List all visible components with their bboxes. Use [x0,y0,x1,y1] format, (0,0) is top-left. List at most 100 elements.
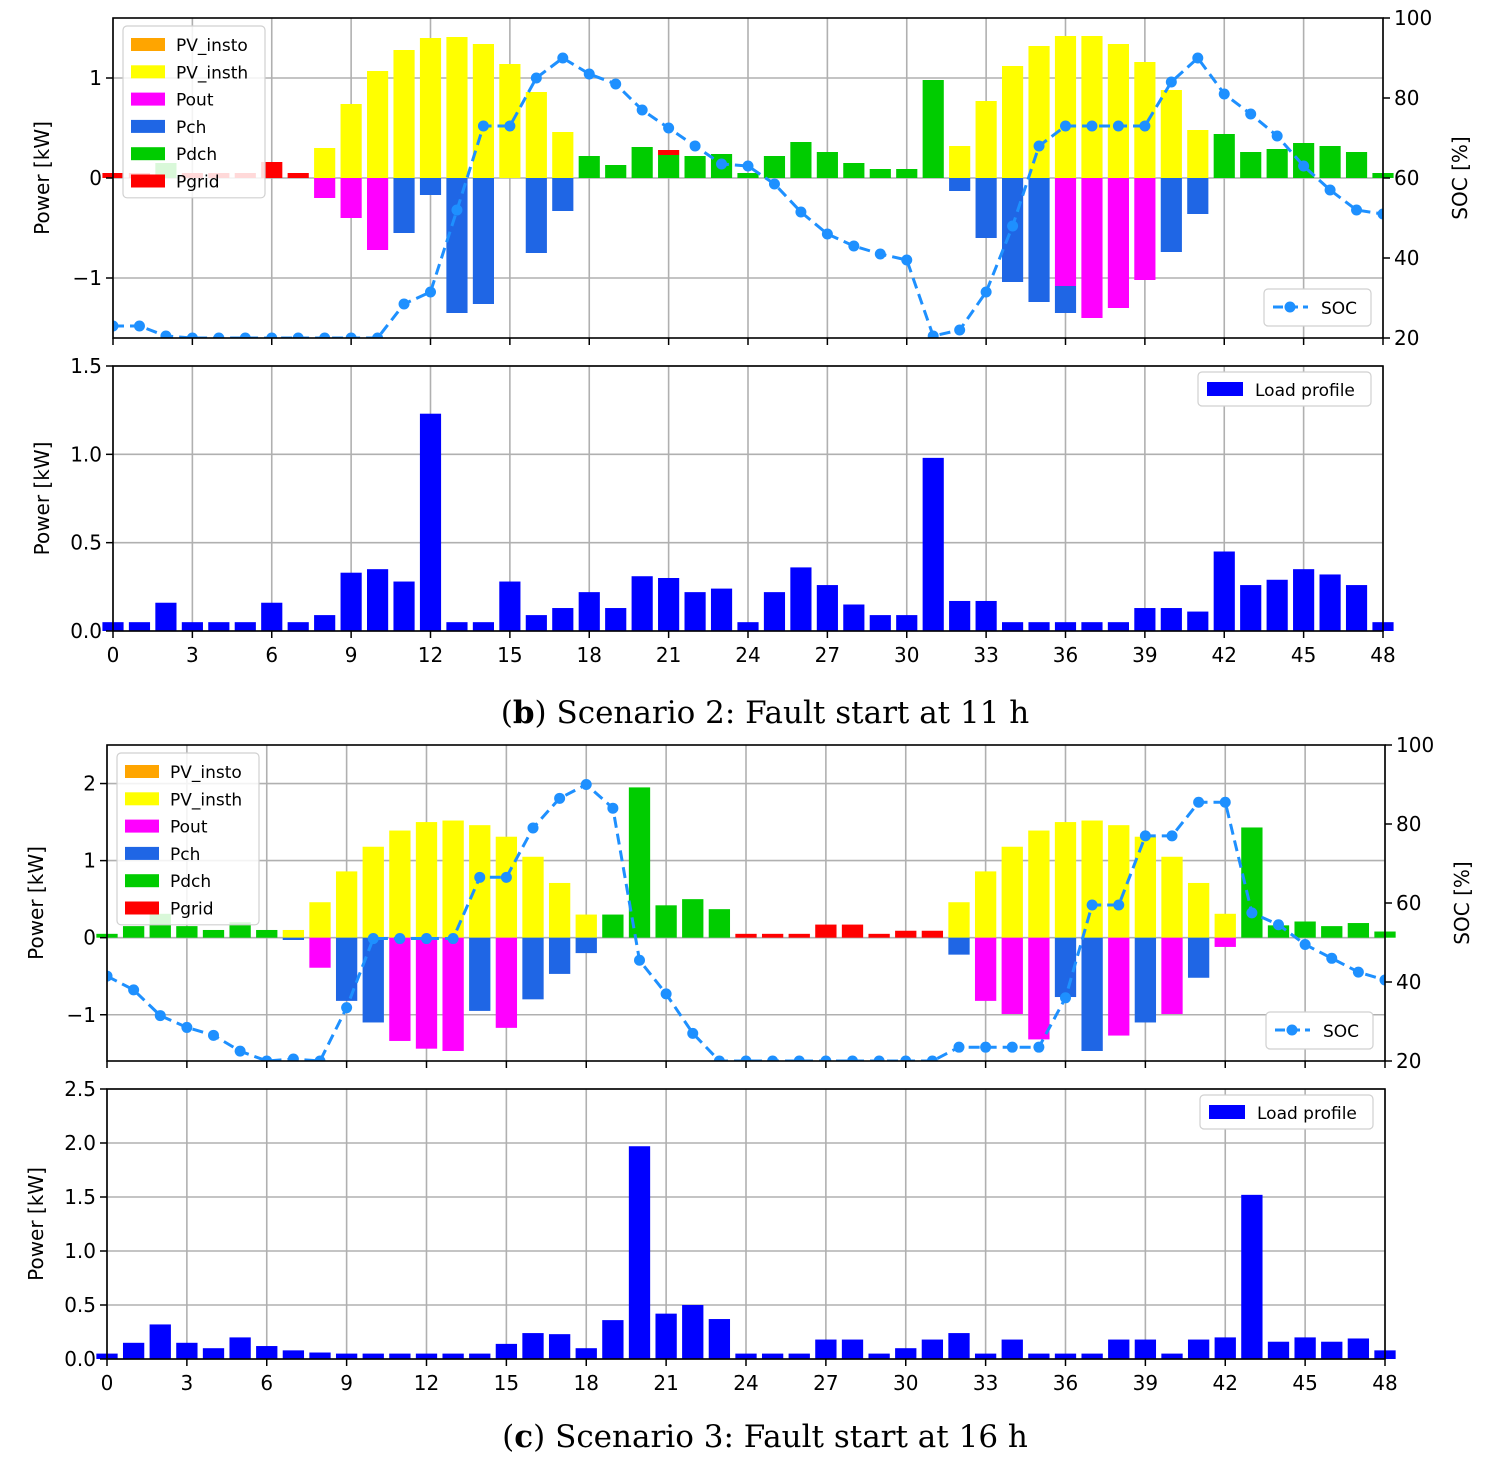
bar-pgrid [658,150,680,155]
bar-pdch [790,142,812,178]
bar-pout [389,937,411,1041]
bar-pdch [843,163,865,178]
soc-point [1271,130,1283,142]
soc-point [500,871,512,883]
bar-pdch [922,80,944,178]
bar-pdch [658,155,680,178]
x-tick-label: 36 [1053,643,1078,667]
y-tick-label: 1.5 [64,1185,96,1209]
bar-pv-insth [1054,822,1077,938]
bar-load profile [949,600,971,631]
bar-load profile [1028,1353,1050,1359]
bar-pv-insth [1107,44,1129,178]
bar-pv-insth [1160,90,1182,178]
bar-load profile [921,1339,944,1359]
soc-point [607,802,619,814]
bar-load profile [340,572,362,631]
soc-point [1193,796,1205,808]
bar-pgrid [788,933,810,938]
soc-point [847,1055,858,1061]
soc-point [1006,1041,1018,1053]
bar-pv-insth [446,37,468,178]
bar-load profile [362,1353,384,1359]
bar-pv-insth [1081,36,1103,178]
x-tick-label: 27 [815,643,840,667]
bar-pv-insth [552,132,574,178]
soc-point [554,792,566,804]
bar-load profile [261,602,283,631]
y-axis-label: Power [kW] [30,121,54,235]
bar-load profile [1081,1353,1103,1359]
chart-c-power-soc: −1 0 1 2 Power [kW] 20 40 60 80 100 SOC [%] PV_inst… [24,733,1474,1073]
x-tick-label: 39 [1133,1371,1158,1395]
bar-load profile [761,1353,784,1359]
soc-point [527,822,539,834]
bar-load profile [442,1353,464,1359]
bar-pout [1081,178,1103,318]
soc-point [980,1041,992,1053]
bar-load profile [1107,622,1129,631]
bar-pdch [628,787,651,938]
legend-swatch-pout [125,819,159,833]
bar-pv-insth [1028,46,1050,178]
legend-label-pout: Pout [176,91,214,111]
bar-pout [1134,178,1156,280]
bar-pv-insth [949,146,971,178]
bar-load profile [1028,622,1050,631]
bar-pch [1081,937,1103,1051]
bar-pch [975,178,997,238]
y2-tick-label: 100 [1396,733,1434,757]
bar-load profile [735,1353,757,1359]
bar-load profile [843,604,865,631]
legend-label-pdch: Pdch [170,872,211,892]
soc-point [663,122,675,134]
soc-point [287,1053,299,1061]
soc-point [398,298,410,310]
bar-load profile [122,1342,145,1359]
bar-pdch [602,914,624,938]
bar-pv-insth [1161,856,1183,938]
bar-load profile [708,1319,731,1359]
bar-load profile [602,1320,624,1359]
bar-pv-insth [442,820,464,938]
bar-pdch [682,899,704,938]
bar-pdch [816,152,838,178]
bar-pch [548,937,571,974]
soc-point [1033,140,1045,152]
chart-b-power-soc: −1 0 1 Power [kW] 20 40 60 80 100 SOC [%] PV_insto… [30,6,1472,350]
bar-pv-insth [1214,913,1236,938]
bar-load profile [176,1342,198,1359]
soc-point [1007,220,1019,232]
x-tick-label: 21 [653,1371,678,1395]
soc-point [160,330,172,338]
bar-load profile [816,585,838,631]
bar-load profile [682,1305,704,1359]
y-tick-label: 0.5 [64,1293,96,1317]
bar-load profile [181,622,203,631]
bar-pdch [763,156,786,178]
legend-label-pv-insth: PV_insth [170,790,242,810]
bar-load profile [282,1350,305,1359]
bar-load profile [1134,608,1156,631]
soc-point [740,1055,752,1061]
bar-pout [1001,937,1023,1014]
bar-pdch [578,156,600,178]
bar-load profile [1161,1353,1183,1359]
bar-pv-insth [335,871,358,938]
bar-pv-insth [1002,66,1024,178]
soc-series [113,52,1383,338]
bar-load profile [1319,574,1341,631]
y-tick-label: 2.5 [64,1077,96,1101]
bar-load profile [335,1353,358,1359]
bar-pdch [1240,152,1262,178]
bar-load profile [128,622,151,631]
soc-point [1351,204,1363,216]
soc-point [128,984,140,996]
legend-label-soc: SOC [1323,1022,1359,1042]
bar-load profile [628,1146,651,1359]
bar-pdch [896,169,918,178]
legend-swatch-pdch [125,874,159,888]
soc-point [1377,208,1383,220]
bar-pv-insth [340,104,362,178]
